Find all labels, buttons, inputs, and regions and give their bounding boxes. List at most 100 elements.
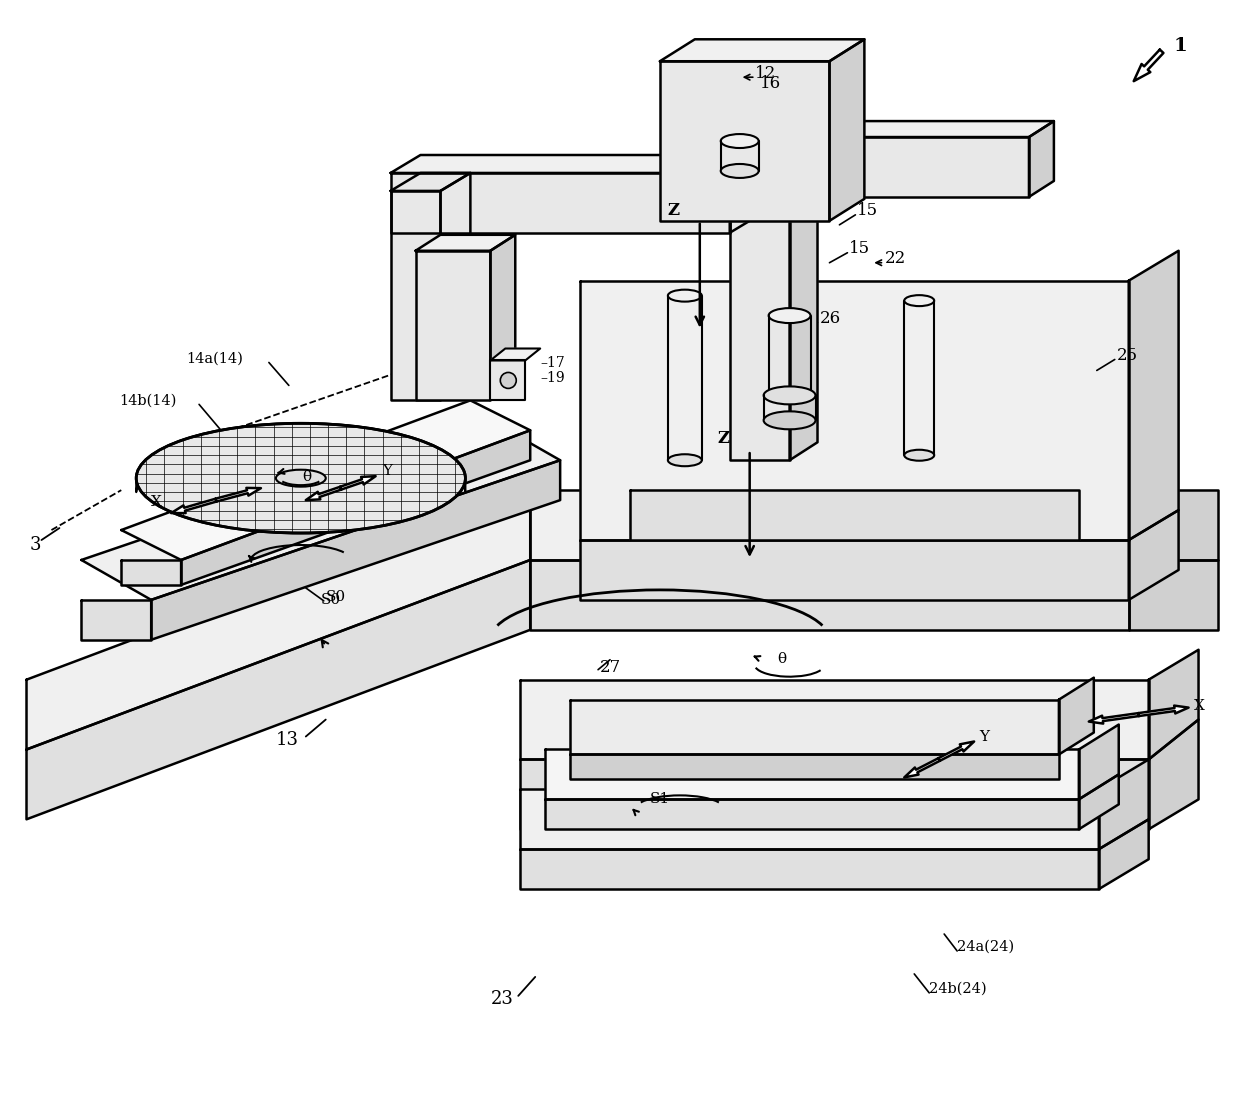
Polygon shape (391, 173, 470, 191)
Text: 12: 12 (755, 65, 776, 81)
Polygon shape (660, 39, 864, 61)
Polygon shape (570, 755, 1059, 779)
Text: X: X (1194, 699, 1204, 713)
Text: 1: 1 (1173, 37, 1188, 55)
Polygon shape (830, 39, 864, 220)
Polygon shape (1079, 724, 1118, 800)
Text: S0: S0 (321, 592, 341, 607)
Polygon shape (440, 173, 470, 400)
Text: 14b(14): 14b(14) (119, 394, 176, 407)
Polygon shape (171, 499, 217, 513)
Polygon shape (904, 758, 940, 778)
Ellipse shape (275, 470, 326, 487)
Text: –17: –17 (541, 357, 565, 371)
Polygon shape (521, 759, 1148, 829)
Ellipse shape (904, 295, 934, 306)
Ellipse shape (668, 290, 702, 302)
Text: 24b(24): 24b(24) (929, 982, 987, 996)
Polygon shape (1128, 559, 1219, 630)
Polygon shape (1128, 251, 1178, 540)
Text: 24a(24): 24a(24) (957, 940, 1014, 954)
Polygon shape (729, 137, 817, 155)
Text: –19: –19 (541, 372, 565, 385)
Polygon shape (26, 559, 531, 819)
Polygon shape (521, 680, 1148, 759)
Polygon shape (546, 800, 1079, 829)
Polygon shape (391, 191, 440, 400)
Polygon shape (1099, 819, 1148, 890)
Polygon shape (729, 155, 760, 233)
Polygon shape (136, 423, 465, 493)
Text: 3: 3 (30, 536, 41, 554)
Polygon shape (26, 490, 531, 749)
Polygon shape (391, 155, 760, 173)
Polygon shape (122, 559, 181, 585)
Polygon shape (151, 461, 560, 640)
Polygon shape (570, 700, 1059, 755)
Ellipse shape (904, 450, 934, 461)
Polygon shape (415, 235, 516, 251)
Text: Z: Z (718, 430, 730, 446)
Polygon shape (790, 137, 817, 461)
Polygon shape (490, 349, 541, 361)
Polygon shape (82, 420, 560, 600)
Text: 23: 23 (490, 989, 513, 1008)
Ellipse shape (764, 411, 816, 429)
Ellipse shape (764, 386, 816, 405)
Polygon shape (1079, 774, 1118, 829)
Ellipse shape (720, 134, 759, 148)
Text: S1: S1 (650, 792, 670, 806)
Polygon shape (181, 430, 531, 585)
Text: 22: 22 (884, 250, 905, 268)
Polygon shape (729, 155, 790, 461)
Polygon shape (521, 849, 1099, 890)
Polygon shape (1148, 720, 1199, 829)
Polygon shape (82, 600, 151, 640)
Polygon shape (660, 61, 830, 220)
Polygon shape (415, 251, 490, 400)
Polygon shape (1089, 713, 1138, 724)
Text: Y: Y (980, 730, 990, 744)
Polygon shape (1059, 678, 1094, 755)
Polygon shape (340, 476, 376, 489)
Polygon shape (1099, 759, 1148, 849)
Polygon shape (391, 173, 729, 233)
Polygon shape (1029, 121, 1054, 196)
Ellipse shape (720, 163, 759, 178)
Polygon shape (216, 488, 260, 501)
Text: θ: θ (303, 471, 311, 484)
Polygon shape (531, 490, 1128, 559)
Polygon shape (122, 400, 531, 559)
Polygon shape (580, 281, 1128, 540)
Text: Z: Z (668, 202, 680, 219)
Polygon shape (306, 487, 341, 500)
Polygon shape (790, 121, 1054, 137)
Text: 25: 25 (1117, 347, 1138, 364)
Ellipse shape (668, 454, 702, 466)
Ellipse shape (500, 373, 516, 388)
Text: Y: Y (383, 464, 393, 478)
Polygon shape (580, 540, 1128, 600)
Text: 26: 26 (820, 310, 841, 327)
Polygon shape (1133, 49, 1163, 81)
Polygon shape (521, 790, 1099, 849)
Text: S0: S0 (326, 590, 346, 603)
Text: 13: 13 (275, 731, 299, 748)
Text: X: X (151, 495, 161, 509)
Polygon shape (1138, 705, 1189, 716)
Text: 16: 16 (760, 75, 781, 92)
Polygon shape (490, 235, 516, 400)
Text: 15: 15 (849, 240, 870, 258)
Ellipse shape (136, 423, 465, 533)
Polygon shape (1128, 490, 1219, 559)
Polygon shape (546, 749, 1079, 800)
Text: 27: 27 (600, 659, 621, 676)
Text: 14a(14): 14a(14) (186, 351, 243, 365)
Text: θ: θ (777, 652, 786, 666)
Polygon shape (939, 742, 975, 761)
Polygon shape (790, 137, 1029, 196)
Polygon shape (1128, 510, 1178, 600)
Polygon shape (531, 559, 1128, 630)
Polygon shape (490, 361, 526, 400)
Polygon shape (630, 490, 1079, 540)
